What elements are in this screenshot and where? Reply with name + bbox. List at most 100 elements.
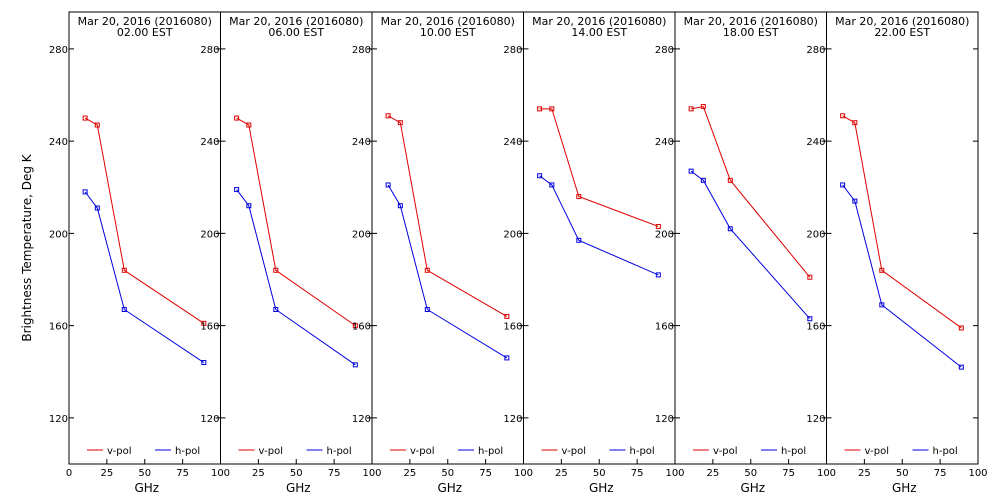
legend-label-hpol: h-pol: [175, 446, 200, 457]
data-point-vpol: [852, 120, 858, 126]
panel-title: Mar 20, 2016 (2016080): [684, 15, 818, 28]
x-tick-label: 50: [441, 468, 454, 479]
series-line-hpol: [539, 175, 659, 276]
x-tick-label: 25: [858, 468, 871, 479]
data-point-vpol: [655, 223, 661, 229]
y-tick-label: 120: [200, 414, 219, 425]
data-point-hpol: [655, 272, 661, 278]
y-tick-label: 160: [655, 322, 674, 333]
data-point-vpol: [94, 122, 100, 128]
y-tick-label: 200: [806, 229, 825, 240]
data-point-vpol: [385, 113, 391, 119]
series-line-vpol: [539, 108, 659, 227]
y-tick-label: 280: [49, 45, 68, 56]
data-point-hpol: [424, 306, 430, 312]
y-tick-label: 120: [503, 414, 522, 425]
data-point-hpol: [840, 182, 846, 188]
y-tick-label: 240: [503, 137, 522, 148]
x-tick-label: 75: [631, 468, 644, 479]
data-point-vpol: [82, 115, 88, 121]
data-point-vpol: [121, 267, 127, 273]
data-point-vpol: [688, 106, 694, 112]
data-point-hpol: [234, 187, 240, 193]
y-tick-label: 200: [49, 229, 68, 240]
data-point-vpol: [273, 267, 279, 273]
data-point-vpol: [424, 267, 430, 273]
y-tick-label: 120: [49, 414, 68, 425]
legend-label-vpol: v-pol: [865, 446, 890, 457]
data-point-vpol: [576, 193, 582, 199]
data-point-vpol: [537, 106, 543, 112]
x-tick-label: 50: [896, 468, 909, 479]
data-point-hpol: [201, 360, 207, 366]
panel-subtitle: 02.00 EST: [117, 26, 173, 39]
y-tick-label: 240: [352, 137, 371, 148]
y-tick-label: 200: [200, 229, 219, 240]
x-tick-label: 100: [665, 468, 684, 479]
x-tick-label: 25: [252, 468, 265, 479]
x-tick-label: 75: [328, 468, 341, 479]
y-tick-label: 200: [352, 229, 371, 240]
y-axis-label: Brightness Temperature, Deg K: [20, 153, 34, 341]
data-point-vpol: [549, 106, 555, 112]
x-tick-label: 75: [176, 468, 189, 479]
x-tick-label: 100: [817, 468, 836, 479]
y-tick-label: 240: [655, 137, 674, 148]
x-tick-label: 25: [707, 468, 720, 479]
data-point-vpol: [246, 122, 252, 128]
data-point-hpol: [700, 177, 706, 183]
x-tick-label: 50: [138, 468, 151, 479]
x-tick-label: 100: [514, 468, 533, 479]
panel-frame: [220, 11, 373, 465]
chart-panel-3: Mar 20, 2016 (2016080)10.00 EST 120 160 200…: [352, 11, 533, 495]
y-tick-label: 280: [806, 45, 825, 56]
series-line-hpol: [236, 189, 356, 366]
y-tick-label: 280: [200, 45, 219, 56]
legend-label-hpol: h-pol: [933, 446, 958, 457]
y-tick-label: 280: [352, 45, 371, 56]
series-line-hpol: [387, 184, 508, 359]
x-axis-label: GHz: [437, 481, 462, 495]
chart-panel-2: Mar 20, 2016 (2016080)06.00 EST 120 160 200…: [200, 11, 382, 495]
panel-frame: [523, 11, 676, 465]
series-line-vpol: [236, 117, 356, 327]
y-tick-label: 240: [49, 137, 68, 148]
x-axis-label: GHz: [134, 481, 159, 495]
legend-label-hpol: h-pol: [781, 446, 806, 457]
legend-label-hpol: h-pol: [630, 446, 655, 457]
legend-label-vpol: v-pol: [410, 446, 435, 457]
panel-title: Mar 20, 2016 (2016080): [532, 15, 666, 28]
panel-subtitle: 10.00 EST: [420, 26, 476, 39]
data-point-vpol: [201, 320, 207, 326]
legend-label-vpol: v-pol: [713, 446, 738, 457]
panel-subtitle: 22.00 EST: [874, 26, 930, 39]
x-axis-label: GHz: [740, 481, 765, 495]
series-line-vpol: [84, 117, 205, 324]
data-point-hpol: [879, 302, 885, 308]
data-point-hpol: [273, 306, 279, 312]
panel-title: Mar 20, 2016 (2016080): [229, 15, 363, 28]
data-point-hpol: [852, 198, 858, 204]
legend-label-vpol: v-pol: [107, 446, 132, 457]
data-point-hpol: [246, 203, 252, 209]
y-tick-label: 200: [503, 229, 522, 240]
y-tick-label: 200: [655, 229, 674, 240]
x-tick-label: 100: [211, 468, 230, 479]
panel-title: Mar 20, 2016 (2016080): [78, 15, 212, 28]
data-point-hpol: [576, 237, 582, 243]
panel-frame: [371, 11, 524, 465]
chart-panel-4: Mar 20, 2016 (2016080)14.00 EST 120 160 200…: [503, 11, 685, 495]
series-line-hpol: [842, 184, 962, 368]
x-tick-label: 50: [593, 468, 606, 479]
x-axis-label: GHz: [286, 481, 311, 495]
series-line-vpol: [691, 105, 811, 278]
y-tick-label: 160: [49, 322, 68, 333]
data-point-vpol: [352, 323, 358, 329]
y-tick-label: 280: [503, 45, 522, 56]
panel-subtitle: 18.00 EST: [723, 26, 779, 39]
panel-frame: [826, 11, 979, 465]
data-point-vpol: [727, 177, 733, 183]
data-point-hpol: [807, 316, 813, 322]
x-tick-label: 75: [479, 468, 492, 479]
